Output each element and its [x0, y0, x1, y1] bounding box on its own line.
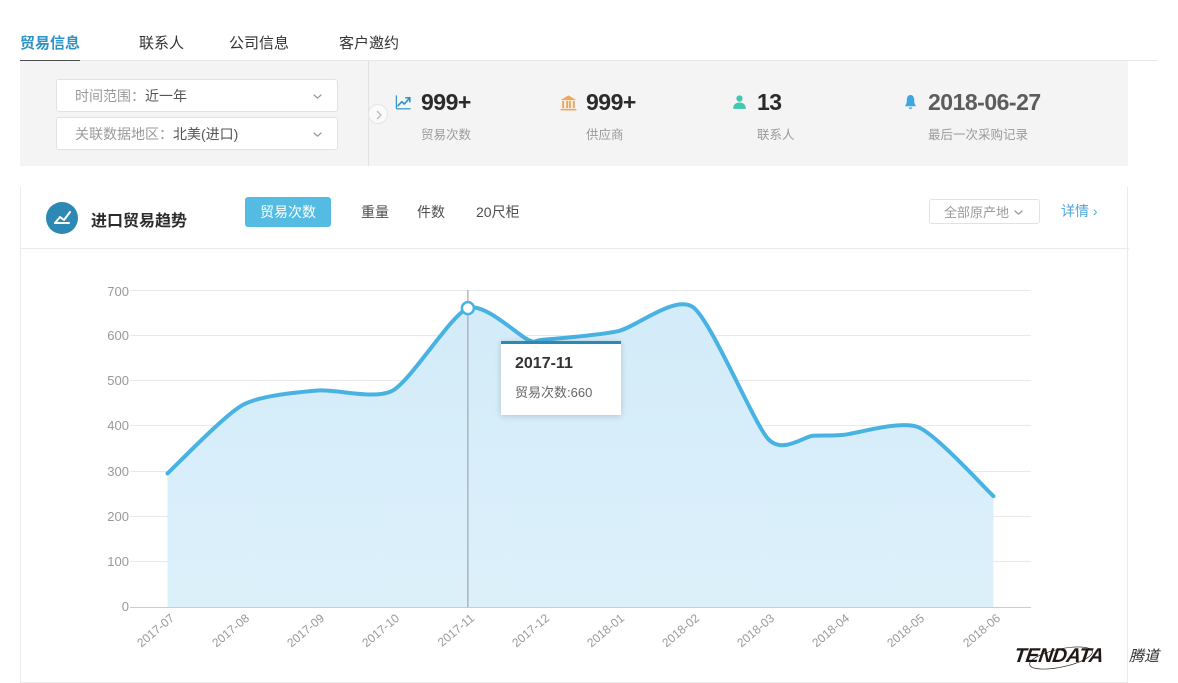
- svg-text:TENDATA: TENDATA: [1015, 645, 1105, 667]
